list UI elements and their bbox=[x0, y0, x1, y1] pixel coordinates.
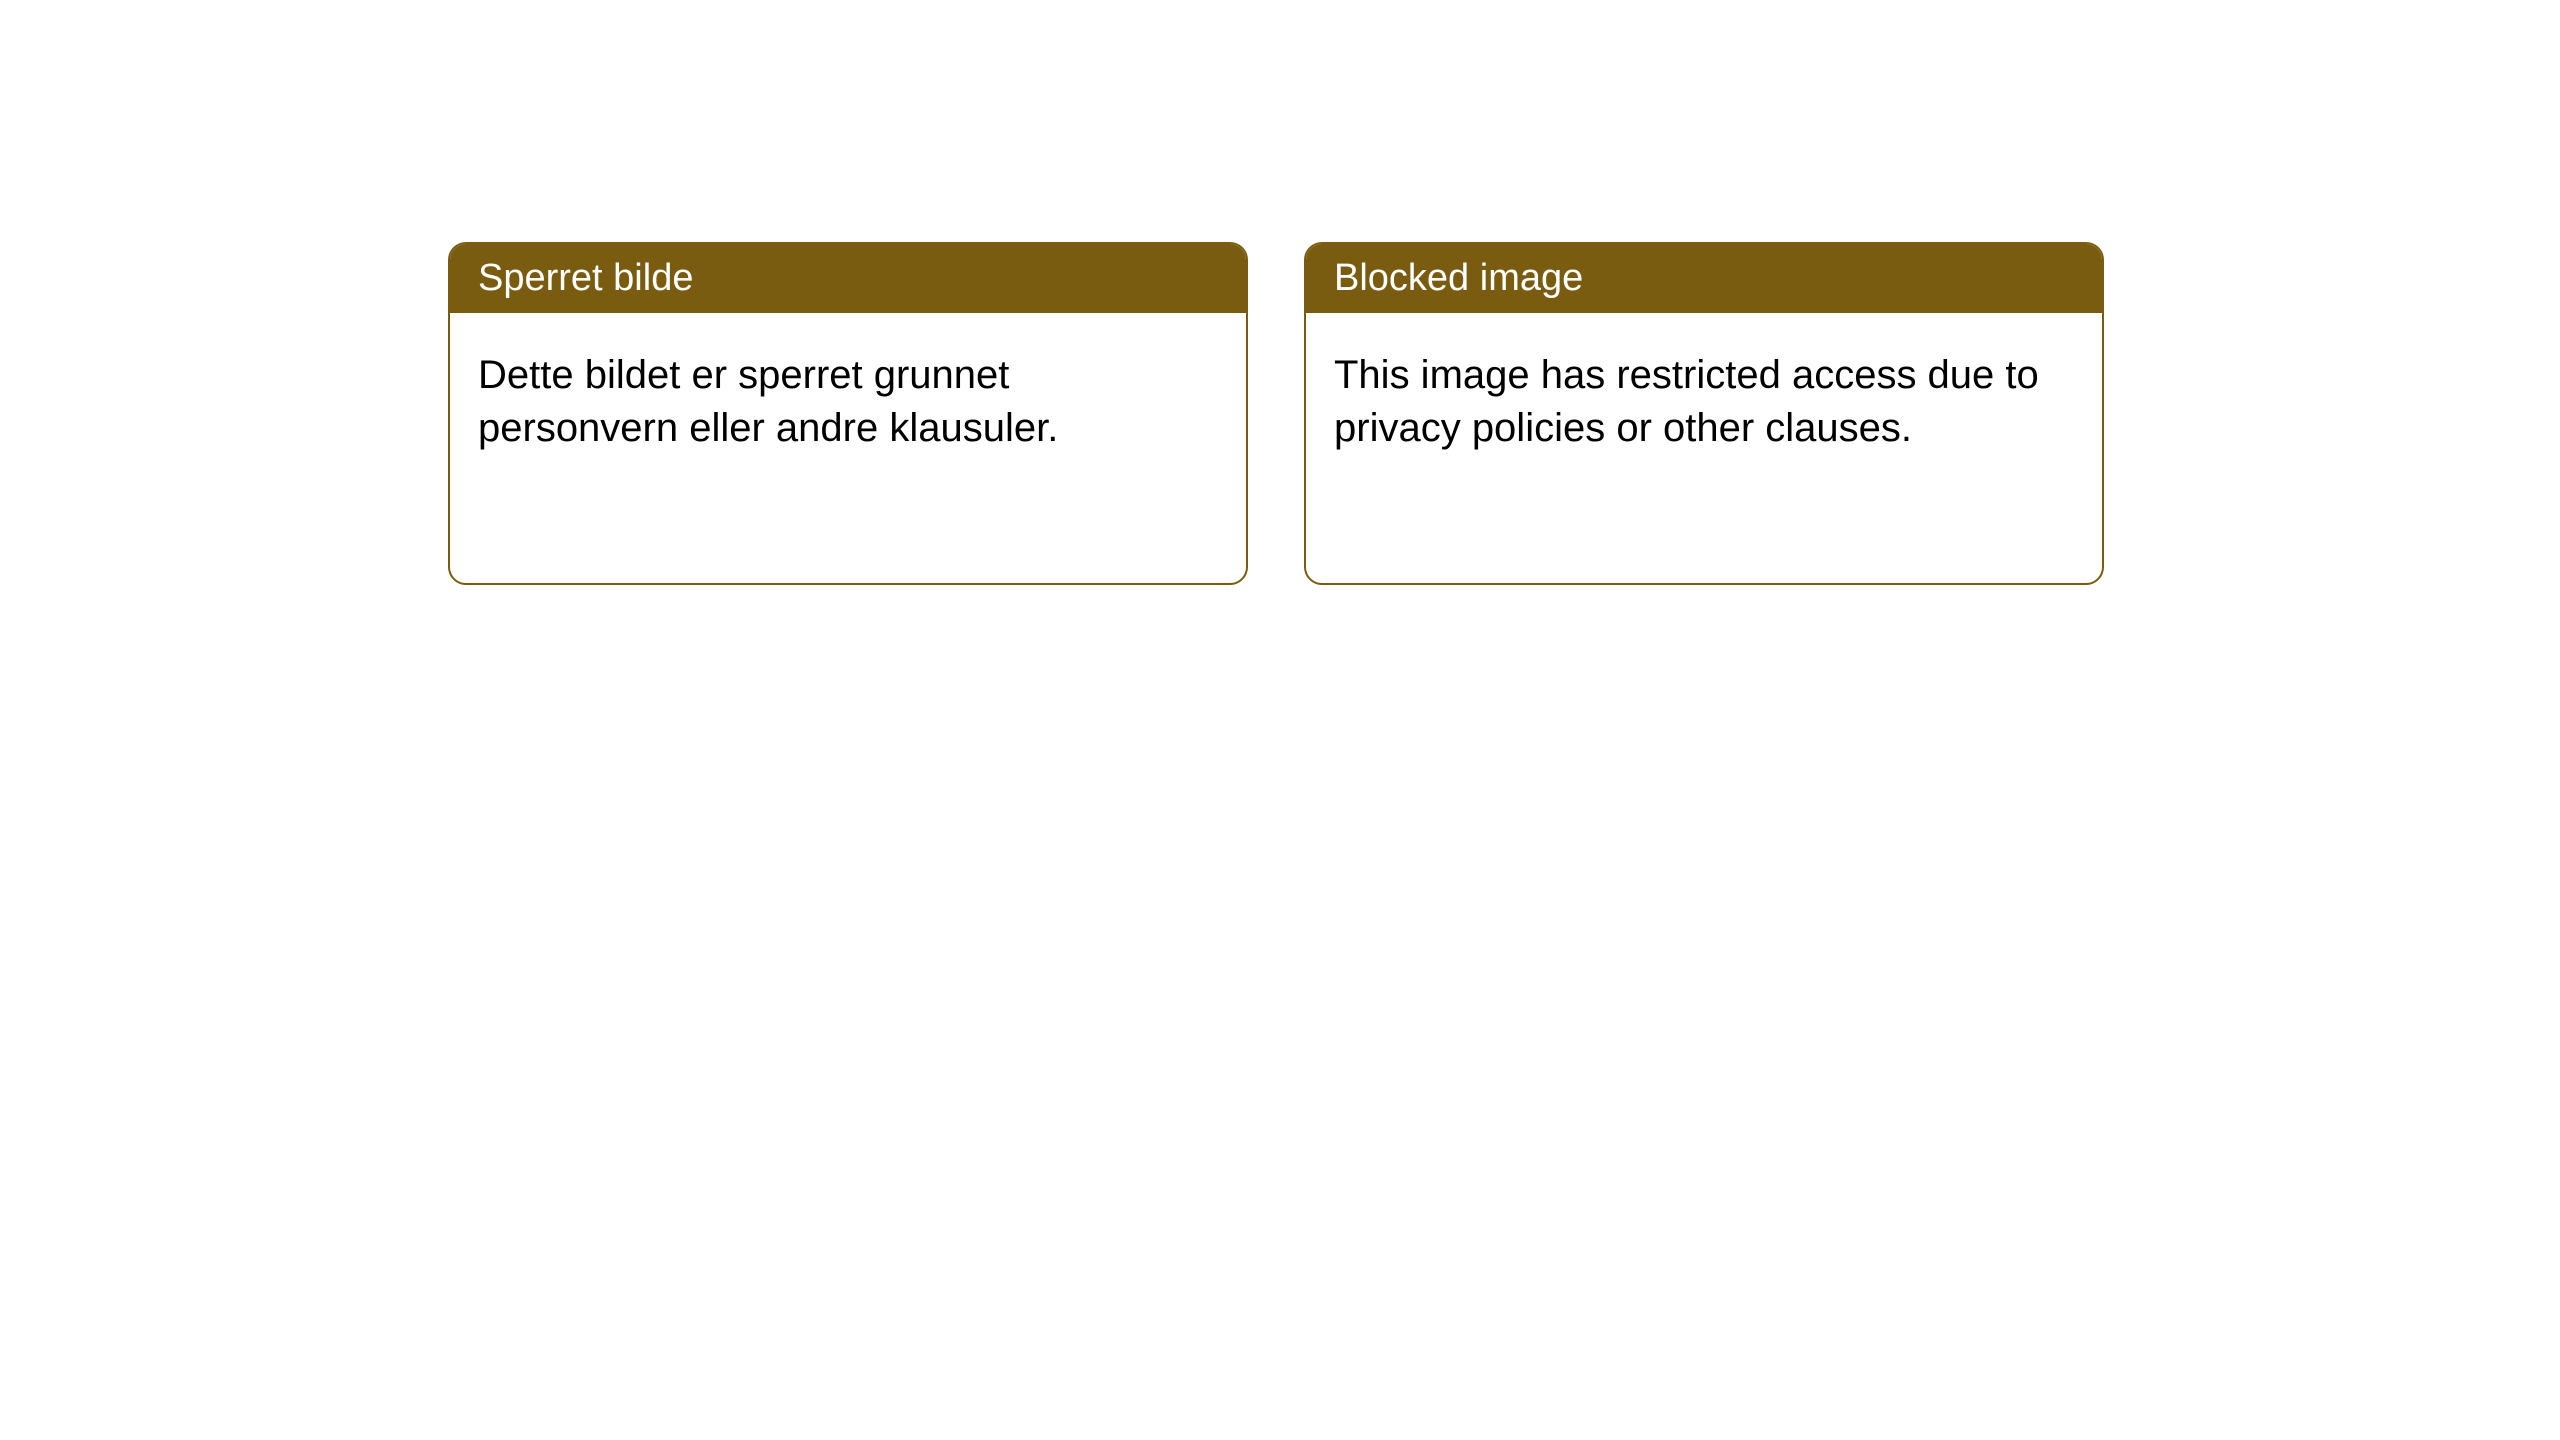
blocked-image-card-no: Sperret bilde Dette bildet er sperret gr… bbox=[448, 242, 1248, 585]
card-title-no: Sperret bilde bbox=[450, 244, 1246, 313]
card-body-no: Dette bildet er sperret grunnet personve… bbox=[450, 313, 1246, 583]
blocked-image-card-en: Blocked image This image has restricted … bbox=[1304, 242, 2104, 585]
card-title-en: Blocked image bbox=[1306, 244, 2102, 313]
card-body-en: This image has restricted access due to … bbox=[1306, 313, 2102, 583]
cards-row: Sperret bilde Dette bildet er sperret gr… bbox=[448, 242, 2560, 585]
